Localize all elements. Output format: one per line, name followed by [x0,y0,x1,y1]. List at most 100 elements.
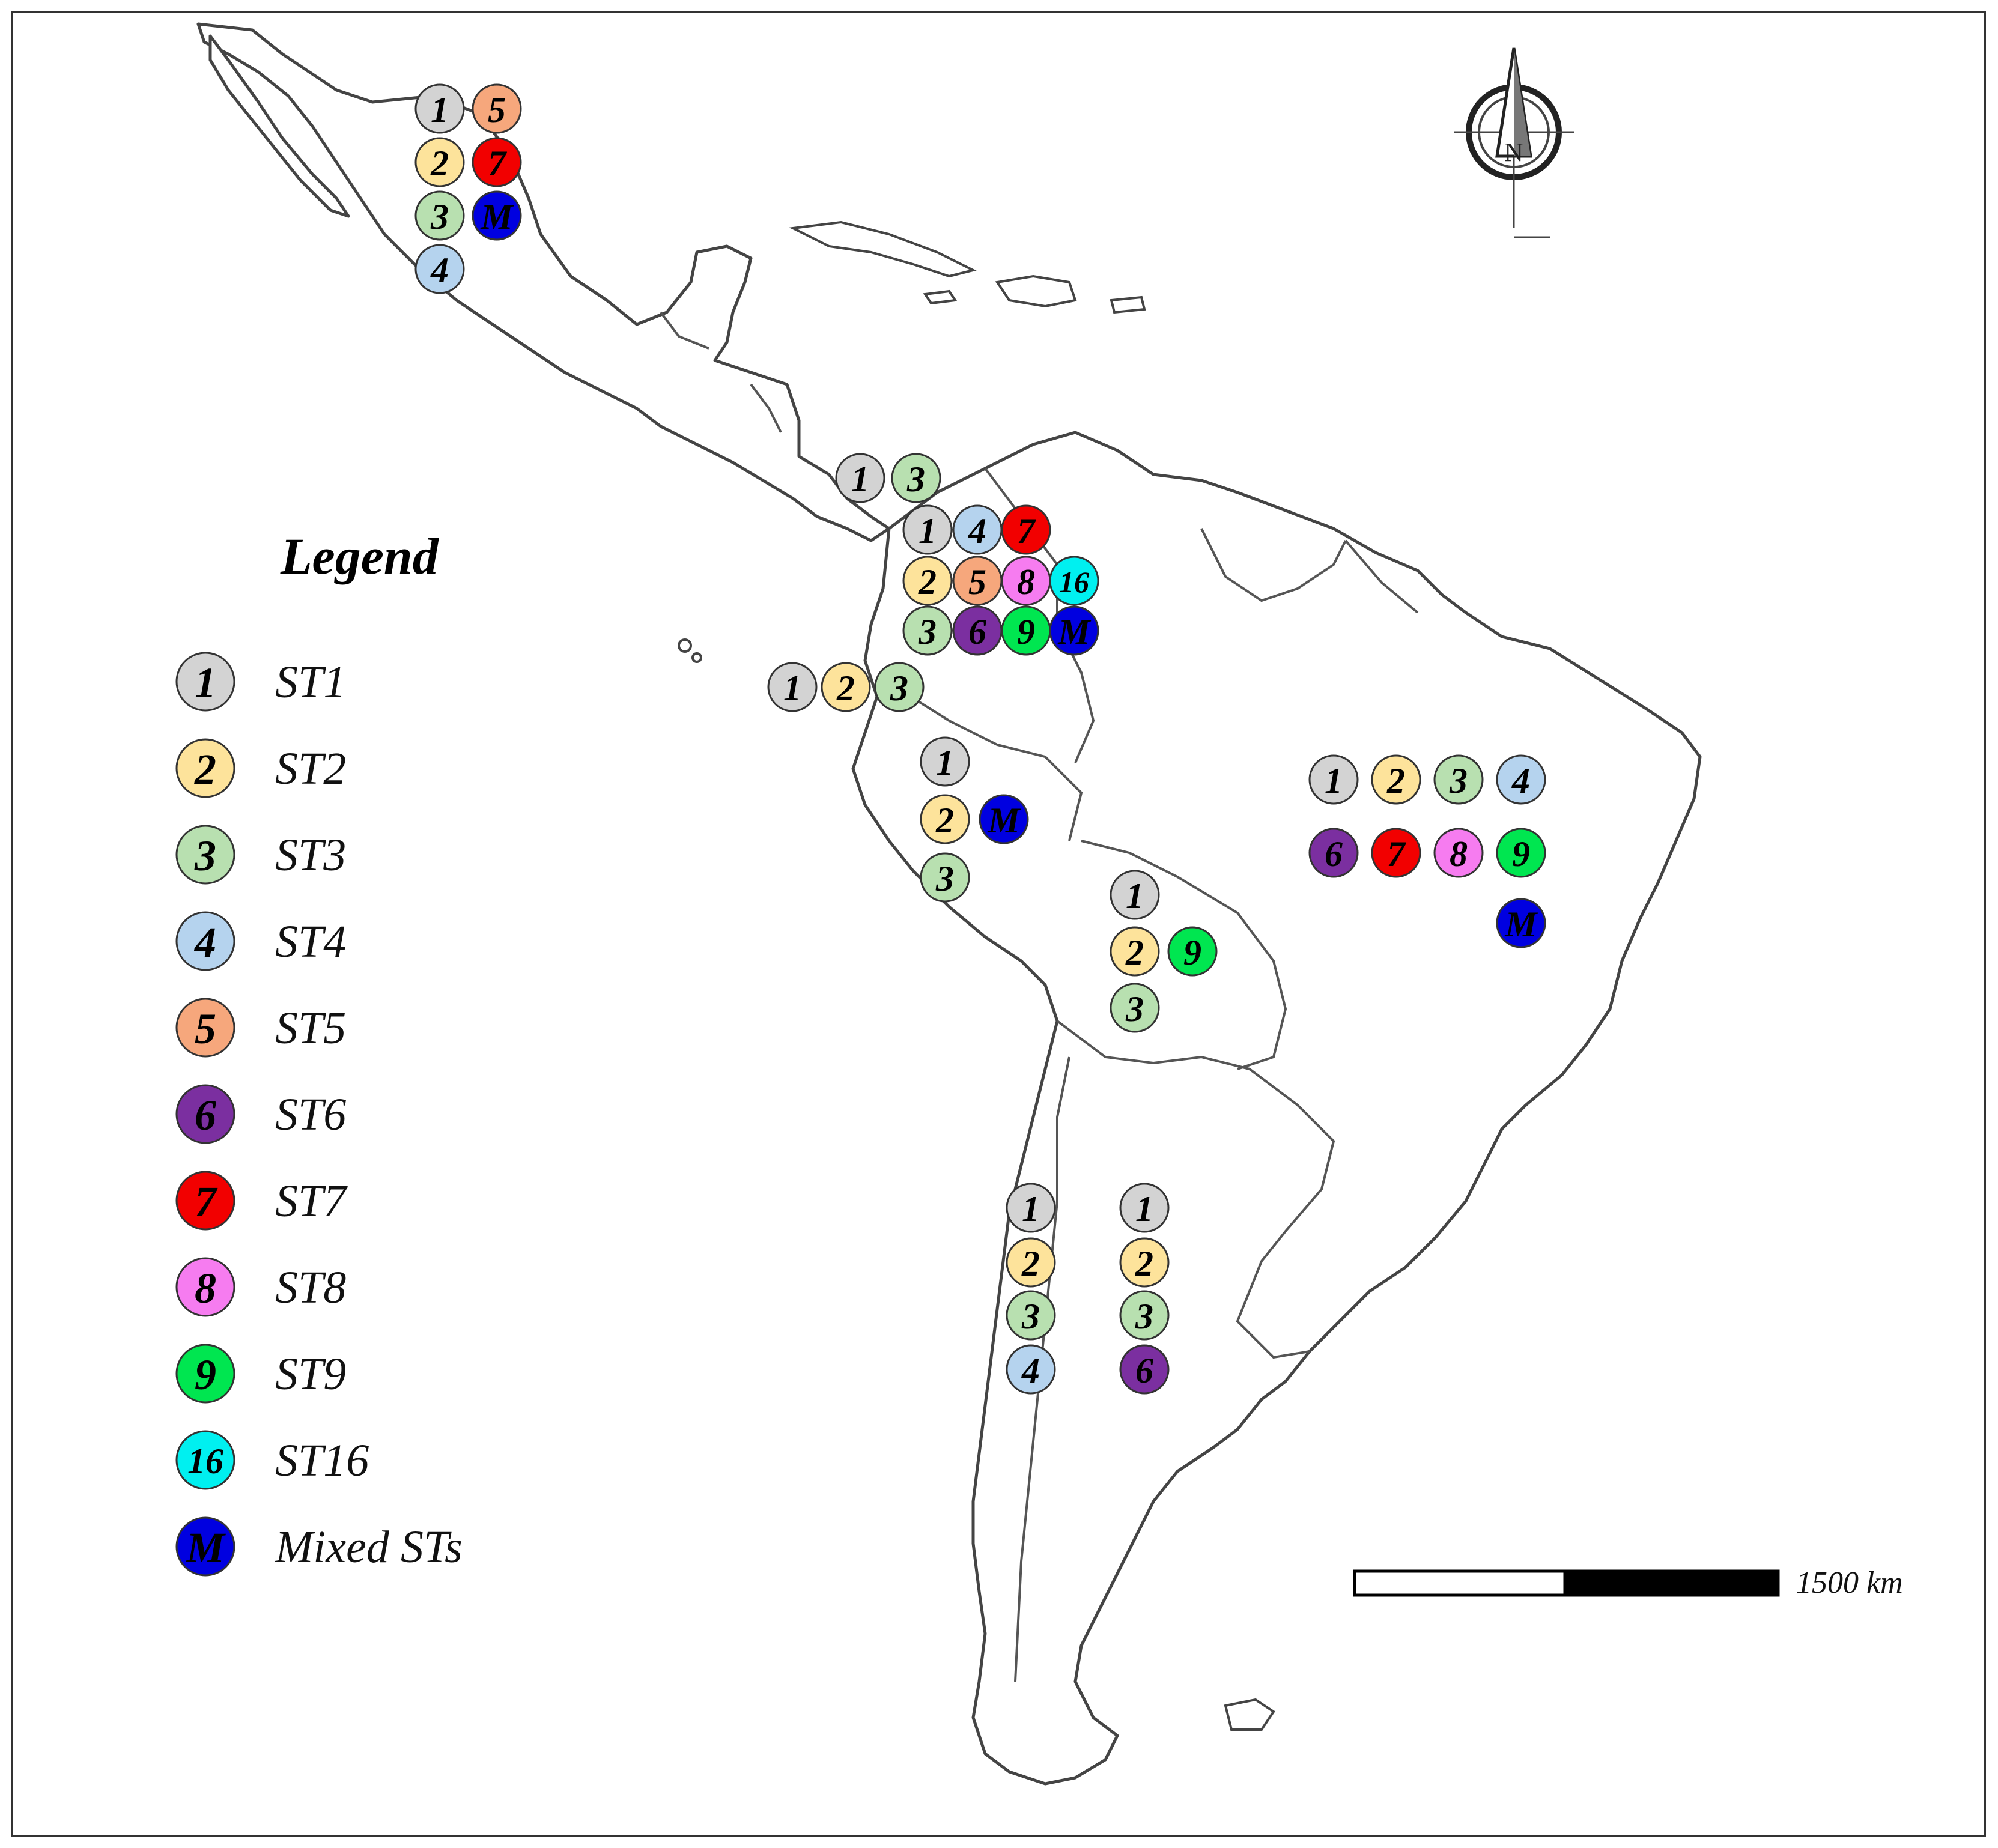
baja-california-outline [208,34,350,218]
marker-label: 4 [193,918,216,966]
map-marker: 6 [1308,828,1359,878]
region-chile: 1 2 3 4 [1006,1183,1056,1395]
marker-label: 2 [194,745,216,793]
map-marker: M [1496,898,1546,948]
marker-label: 2 [1125,933,1144,972]
marker-circle [1119,1290,1170,1341]
cuba-outline [789,220,977,278]
region-brazil: 1 2 3 4 6 7 8 9 M [1308,754,1546,948]
region-markers: 1 52 73 M41 31 4 72 5 8 163 6 9 M1 2 312 M3 12 931 2 3 46 7 8 9… [414,83,1546,1395]
marker-label: 2 [918,562,937,602]
marker-circle [821,662,871,712]
marker-label: M [1504,904,1538,944]
map-marker: 1 [767,662,818,712]
marker-circle [1308,754,1359,805]
marker-label: 3 [906,459,925,499]
legend-item: 1 ST1 [175,652,346,712]
marker-circle [414,137,465,187]
marker-label: M [987,801,1021,840]
map-marker: 7 [472,137,522,187]
map-marker: M [979,794,1029,844]
marker-circle [414,244,465,294]
legend-item: 9 ST9 [175,1344,346,1404]
marker-label: 3 [918,612,937,652]
marker-circle [1371,828,1421,878]
marker-circle [1119,1344,1170,1395]
region-colombia: 1 4 7 2 5 8 16 3 6 9 M [902,504,1099,656]
marker-label: 3 [1135,1297,1153,1336]
legend-marker: 6 [175,1084,235,1144]
map-marker: 16 [1049,556,1099,606]
marker-circle [1433,754,1484,805]
marker-circle [175,1516,235,1577]
map-marker: M [472,190,522,241]
marker-circle [472,137,522,187]
legend-label: ST4 [275,916,346,967]
map-marker: 2 [414,137,465,187]
marker-label: 9 [1512,834,1530,874]
marker-label: 1 [431,90,449,130]
legend-label: ST16 [275,1435,369,1486]
map-marker: 2 [1006,1237,1056,1288]
puerto-rico-outline [1110,295,1146,314]
marker-label: 7 [488,144,507,183]
legend-label: ST2 [275,744,346,794]
marker-circle [414,190,465,241]
marker-circle [1006,1237,1056,1288]
jamaica-outline [923,289,958,305]
marker-circle [1006,1183,1056,1233]
marker-label: 2 [1135,1244,1153,1283]
marker-circle [1433,828,1484,878]
legend-item: 7 ST7 [175,1171,348,1231]
map-marker: 3 [874,662,925,712]
scale-bar: 1500 km [1353,1566,1903,1600]
marker-label: 1 [919,511,937,551]
map-marker: 9 [1167,926,1218,977]
marker-label: 3 [1449,761,1468,801]
region-argentina: 1 2 3 6 [1119,1183,1170,1395]
marker-circle [1496,754,1546,805]
map-marker: 3 [920,852,970,903]
marker-circle [175,911,235,971]
legend-marker: M [175,1516,235,1577]
legend-item: M Mixed STs [175,1516,463,1577]
marker-circle [902,556,953,606]
map-marker: 5 [472,83,522,134]
map-marker: 1 [1110,870,1160,920]
scale-bar-label: 1500 km [1796,1566,1903,1600]
map-marker: 2 [1119,1237,1170,1288]
marker-circle [1308,828,1359,878]
scale-bar-black-segment [1563,1569,1780,1597]
marker-circle [175,652,235,712]
marker-circle [175,1084,235,1144]
legend-label: ST8 [275,1262,346,1313]
marker-label: 2 [1386,761,1405,801]
north-arrow-icon: N [1454,47,1574,238]
marker-label: M [1057,612,1092,652]
map-marker: 6 [952,605,1003,656]
legend-marker: 8 [175,1257,235,1317]
map-marker: 2 [1371,754,1421,805]
legend-marker: 2 [175,738,235,798]
marker-label: 6 [1325,834,1343,874]
marker-label: 5 [195,1005,216,1053]
marker-circle [175,1257,235,1317]
map-marker: 3 [902,605,953,656]
marker-circle [767,662,818,712]
legend-label: ST9 [275,1349,346,1399]
marker-label: 1 [783,668,801,708]
legend-marker: 3 [175,825,235,885]
marker-circle [1496,828,1546,878]
marker-label: 4 [1511,761,1530,801]
map-marker: 1 [920,736,970,787]
marker-circle [1119,1183,1170,1233]
map-marker: 7 [1001,504,1051,555]
marker-label: M [480,197,514,237]
legend-item: 16 ST16 [175,1430,369,1490]
legend-marker: 5 [175,998,235,1058]
marker-circle [874,662,925,712]
marker-circle [920,794,970,844]
marker-label: 3 [430,197,449,237]
legend-label: ST6 [275,1089,346,1140]
